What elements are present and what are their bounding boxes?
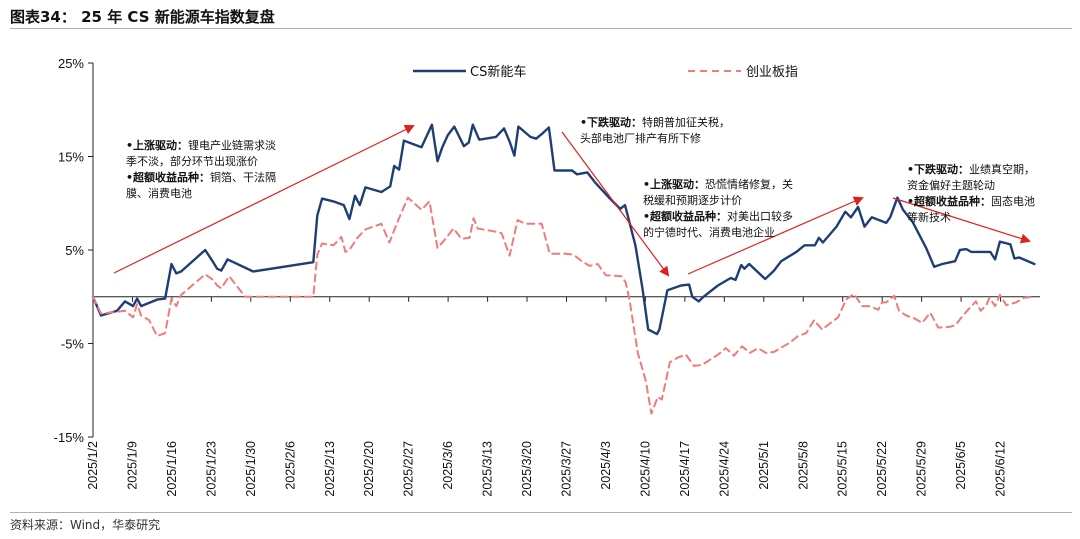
x-tick-label: 2025/3/6 [441, 441, 455, 490]
annotation-block: •下跌驱动：特朗普加征关税， 头部电池厂排产有所下修 [580, 115, 730, 147]
x-tick-label: 2025/2/6 [283, 441, 297, 490]
annotation-text: 的宁德时代、消费电池企业 [643, 226, 775, 239]
annotation-text: 膜、消费电池 [126, 187, 192, 200]
annotation-line: 税缓和预期逐步计价 [643, 193, 793, 209]
x-tick-label: 2025/3/13 [481, 441, 495, 497]
x-tick-label: 2025/3/27 [560, 441, 574, 497]
annotation-line: •超额收益品种：铜箔、干法隔 [126, 170, 276, 186]
y-tick-label: -5% [61, 337, 85, 352]
annotation-text: 季不淡，部分环节出现涨价 [126, 155, 258, 168]
x-tick-label: 2025/4/24 [717, 441, 731, 497]
annotation-line: 等新技术 [907, 210, 1035, 226]
annotation-text: 铜箔、干法隔 [210, 171, 277, 184]
x-tick-label: 2025/1/23 [204, 441, 218, 497]
x-tick-label: 2025/2/13 [323, 441, 337, 497]
x-tick-label: 2025/1/30 [244, 441, 258, 497]
annotation-line: 的宁德时代、消费电池企业 [643, 225, 793, 241]
annotation-heading: •超额收益品种： [126, 171, 211, 184]
annotation-block: •下跌驱动：业绩真空期， 资金偏好主题轮动 •超额收益品种：固态电池 等新技术 [907, 162, 1035, 226]
x-tick-label: 2025/6/12 [994, 441, 1008, 497]
annotation-line: 膜、消费电池 [126, 186, 276, 202]
x-tick-label: 2025/5/8 [796, 441, 810, 490]
x-tick-label: 2025/3/20 [520, 441, 534, 497]
annotation-block: •上涨驱动：锂电产业链需求淡 季不淡，部分环节出现涨价 •超额收益品种：铜箔、干法隔… [126, 138, 276, 202]
annotation-heading: •超额收益品种： [907, 195, 992, 208]
footer-divider [10, 512, 1072, 513]
annotation-text: 恐慌情绪修复，关 [705, 178, 794, 191]
x-tick-label: 2025/1/16 [165, 441, 179, 497]
annotation-heading: •下跌驱动： [580, 116, 643, 129]
annotation-heading: •上涨驱动： [643, 178, 706, 191]
annotation-text: 业绩真空期， [969, 163, 1036, 176]
series-line-chuangye [92, 196, 1036, 415]
x-tick-label: 2025/2/27 [402, 441, 416, 497]
annotation-heading: •超额收益品种： [643, 210, 728, 223]
legend-label-chuangye: 创业板指 [746, 65, 798, 80]
trend-arrow [892, 197, 1031, 244]
annotation-line: •下跌驱动：特朗普加征关税， [580, 115, 730, 131]
annotation-block: •上涨驱动：恐慌情绪修复，关 税缓和预期逐步计价 •超额收益品种：对美出口较多 的宁德… [643, 177, 793, 241]
y-tick-label: 5% [65, 243, 84, 258]
annotation-line: 头部电池厂排产有所下修 [580, 131, 730, 147]
annotation-heading: •下跌驱动： [907, 163, 970, 176]
x-tick-label: 2025/4/17 [678, 441, 692, 497]
x-tick-label: 2025/5/1 [757, 441, 771, 490]
annotation-text: 固态电池 [991, 195, 1036, 208]
chart-title: 图表34： 25 年 CS 新能源车指数复盘 [10, 8, 275, 26]
y-tick-label: 25% [58, 56, 84, 71]
trend-arrow [687, 196, 864, 275]
x-tick-label: 2025/4/3 [599, 441, 613, 490]
annotation-line: 季不淡，部分环节出现涨价 [126, 154, 276, 170]
annotation-text: 税缓和预期逐步计价 [643, 194, 742, 207]
annotation-text: 资金偏好主题轮动 [907, 179, 995, 192]
title-divider [10, 28, 1072, 29]
annotation-line: •超额收益品种：对美出口较多 [643, 209, 793, 225]
annotation-line: •下跌驱动：业绩真空期， [907, 162, 1035, 178]
x-tick-label: 2025/5/22 [875, 441, 889, 497]
source-note: 资料来源：Wind，华泰研究 [10, 518, 161, 532]
annotation-text: 锂电产业链需求淡 [188, 139, 277, 152]
series-line-cs-nev [91, 123, 1036, 336]
x-tick-label: 2025/1/9 [125, 441, 139, 490]
y-tick-label: 15% [58, 150, 84, 165]
x-tick-label: 2025/6/5 [954, 441, 968, 490]
annotation-text: 特朗普加征关税， [642, 116, 731, 129]
annotation-line: •上涨驱动：锂电产业链需求淡 [126, 138, 276, 154]
annotation-heading: •上涨驱动： [126, 139, 189, 152]
trend-arrow [113, 125, 415, 274]
annotation-line: •上涨驱动：恐慌情绪修复，关 [643, 177, 793, 193]
annotation-text: 头部电池厂排产有所下修 [580, 132, 701, 145]
trend-arrow [561, 131, 670, 277]
annotation-line: •超额收益品种：固态电池 [907, 194, 1035, 210]
x-tick-label: 2025/5/29 [915, 441, 929, 497]
x-tick-label: 2025/5/15 [836, 441, 850, 497]
x-tick-label: 2025/2/20 [362, 441, 376, 497]
y-tick-label: -15% [54, 430, 85, 445]
x-tick-label: 2025/4/10 [638, 441, 652, 497]
annotation-line: 资金偏好主题轮动 [907, 178, 1035, 194]
annotation-text: 等新技术 [907, 211, 951, 224]
x-tick-label: 2025/1/2 [86, 441, 100, 490]
legend-label-cs-nev: CS新能车 [470, 64, 526, 80]
annotation-text: 对美出口较多 [727, 210, 794, 223]
